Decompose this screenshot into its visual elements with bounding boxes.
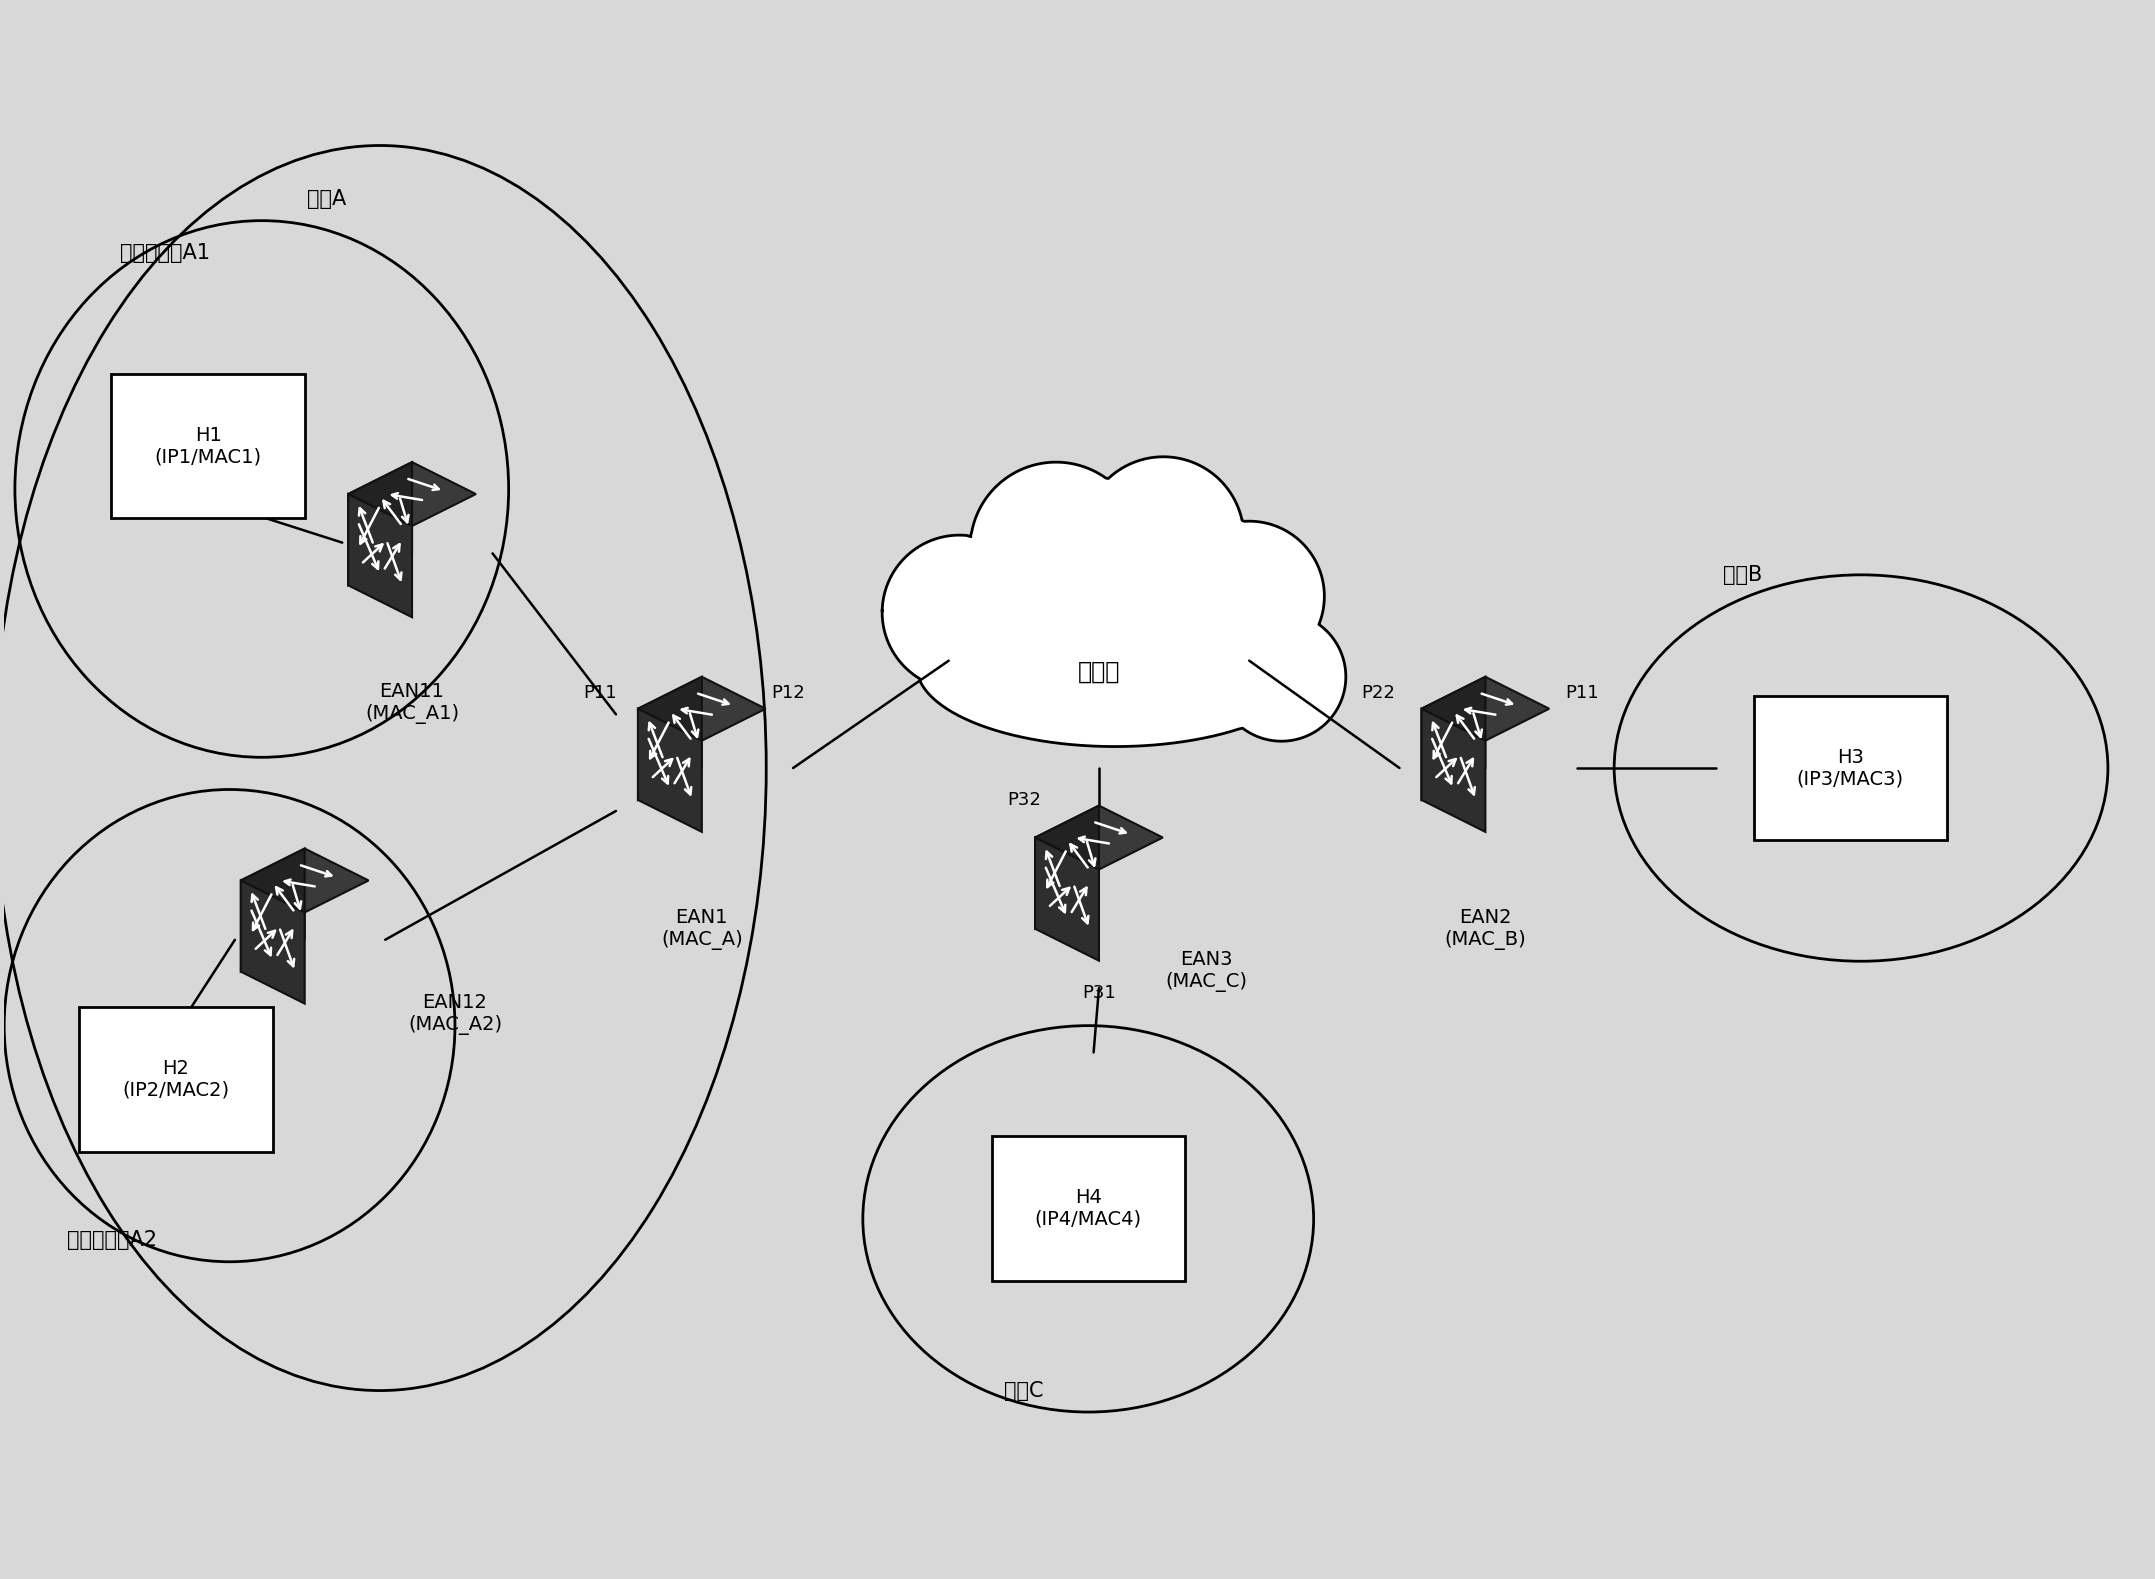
Text: EAN3
(MAC_C): EAN3 (MAC_C) (1166, 951, 1248, 993)
Text: EAN2
(MAC_B): EAN2 (MAC_B) (1444, 908, 1526, 949)
FancyBboxPatch shape (80, 1007, 272, 1151)
Polygon shape (1422, 677, 1485, 801)
Polygon shape (1034, 805, 1099, 928)
Circle shape (1174, 521, 1325, 671)
Text: EAN12
(MAC_A2): EAN12 (MAC_A2) (407, 993, 502, 1036)
Text: H1
(IP1/MAC1): H1 (IP1/MAC1) (155, 425, 261, 466)
Circle shape (1218, 613, 1347, 741)
Polygon shape (349, 463, 476, 526)
Text: 站点A: 站点A (306, 189, 345, 208)
Text: EAN11
(MAC_A1): EAN11 (MAC_A1) (364, 682, 459, 725)
FancyBboxPatch shape (1754, 696, 1946, 840)
Text: P12: P12 (771, 684, 804, 703)
Text: 站点B: 站点B (1724, 565, 1763, 584)
FancyBboxPatch shape (991, 1135, 1185, 1281)
Polygon shape (1422, 677, 1549, 741)
Text: H2
(IP2/MAC2): H2 (IP2/MAC2) (123, 1060, 228, 1101)
Text: P22: P22 (1362, 684, 1394, 703)
Polygon shape (1034, 805, 1164, 870)
Text: EAN1
(MAC_A): EAN1 (MAC_A) (662, 908, 743, 949)
Polygon shape (638, 709, 703, 832)
Polygon shape (1034, 837, 1099, 960)
Circle shape (881, 535, 1037, 690)
Polygon shape (241, 881, 304, 1004)
Polygon shape (241, 848, 369, 913)
Text: H3
(IP3/MAC3): H3 (IP3/MAC3) (1797, 747, 1903, 788)
Text: 站点C: 站点C (1004, 1380, 1043, 1401)
Text: P11: P11 (584, 684, 616, 703)
Circle shape (970, 463, 1142, 633)
Polygon shape (349, 463, 412, 586)
Polygon shape (638, 677, 703, 801)
Polygon shape (241, 848, 304, 971)
Polygon shape (638, 677, 765, 741)
Text: P31: P31 (1082, 984, 1116, 1003)
FancyBboxPatch shape (112, 374, 304, 518)
Polygon shape (349, 494, 412, 617)
Text: 二层广播域A2: 二层广播域A2 (67, 1230, 157, 1251)
Text: 二层广播域A1: 二层广播域A1 (121, 243, 211, 262)
Text: P32: P32 (1006, 791, 1041, 808)
Text: H4
(IP4/MAC4): H4 (IP4/MAC4) (1034, 1187, 1142, 1228)
Text: 骨干网: 骨干网 (1078, 660, 1121, 684)
Circle shape (1082, 456, 1243, 617)
Polygon shape (1422, 709, 1485, 832)
Ellipse shape (916, 586, 1315, 747)
Text: P11: P11 (1565, 684, 1599, 703)
